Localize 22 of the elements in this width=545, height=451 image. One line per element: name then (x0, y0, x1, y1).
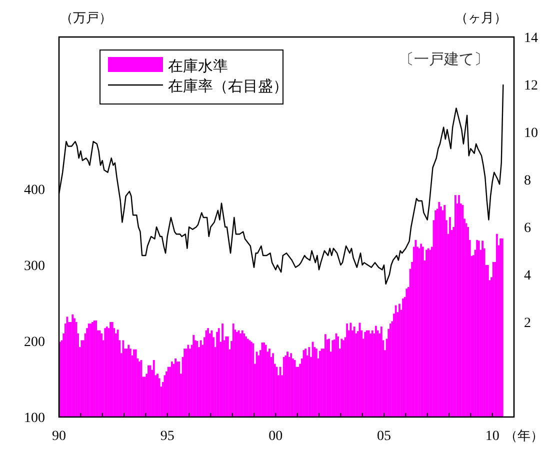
y-tick-label: 400 (24, 183, 45, 198)
annotation: 〔一戸建て〕 (399, 51, 489, 68)
y2-tick-label: 10 (524, 126, 538, 141)
y2-tick-label: 8 (524, 174, 531, 188)
y2-tick-label: 2 (524, 316, 531, 331)
y2-tick-label: 14 (524, 31, 538, 46)
x-tick-label: 10 (485, 429, 500, 444)
legend-label: 在庫水準 (168, 58, 228, 75)
x-tick-label: 05 (377, 429, 391, 444)
y2-tick-label: 6 (524, 221, 531, 236)
y2-tick-label: 4 (524, 268, 531, 284)
x-axis-title: （年） (504, 428, 544, 443)
y-tick-label: 300 (24, 259, 45, 274)
legend-label: 在庫率（右目盛） (168, 78, 288, 95)
x-tick-label: 95 (160, 429, 174, 444)
x-tick-label: 00 (268, 429, 283, 444)
x-tick-label: 90 (52, 429, 66, 444)
y-tick-label: 200 (24, 335, 45, 350)
y-axis-title: （万戸） (60, 10, 112, 25)
y2-axis-title: （ヶ月） (455, 10, 507, 25)
y-tick-label: 100 (24, 411, 45, 426)
y2-tick-label: 12 (524, 78, 538, 94)
